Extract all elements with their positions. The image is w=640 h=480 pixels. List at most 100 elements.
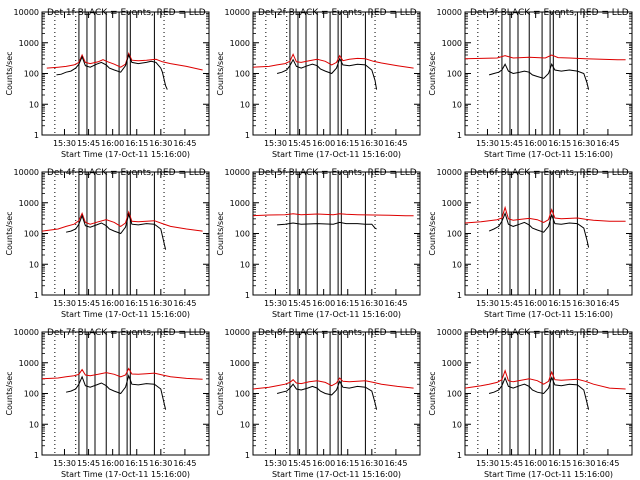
events-series-line [56, 53, 168, 90]
y-tick-label: 10000 [14, 8, 39, 17]
y-tick-label: 1000 [230, 39, 250, 48]
y-tick-label: 1 [457, 451, 462, 460]
y-tick-label: 10 [29, 100, 39, 109]
y-axis-label: Counts/sec [428, 51, 437, 95]
y-tick-label: 10 [29, 260, 39, 269]
x-axis-label: Start Time (17-Oct-11 15:16:00) [272, 310, 401, 319]
panel-title: Det 7f BLACK = Events, RED = LLD [47, 328, 206, 338]
x-tick-label: 16:30 [149, 299, 172, 308]
y-tick-label: 1000 [442, 39, 462, 48]
y-tick-label: 1000 [19, 199, 39, 208]
lld-series-line [464, 369, 626, 390]
y-tick-label: 1000 [230, 199, 250, 208]
x-tick-label: 15:45 [500, 459, 523, 468]
lld-series-line [46, 51, 203, 71]
y-tick-label: 1000 [19, 39, 39, 48]
lld-series-line [464, 54, 626, 61]
y-axis-label: Counts/sec [216, 211, 225, 255]
y-tick-label: 1 [34, 451, 39, 460]
y-tick-label: 10000 [437, 328, 462, 337]
y-tick-label: 100 [235, 230, 250, 239]
y-tick-label: 100 [235, 70, 250, 79]
y-axis-label: Counts/sec [5, 211, 14, 255]
x-tick-label: 15:45 [500, 139, 523, 148]
y-tick-label: 10000 [437, 8, 462, 17]
y-axis-label: Counts/sec [5, 371, 14, 415]
y-tick-label: 1 [245, 131, 250, 140]
y-axis-label: Counts/sec [5, 51, 14, 95]
x-tick-label: 16:45 [596, 459, 619, 468]
x-tick-label: 16:15 [336, 459, 359, 468]
detector-panel-5: Det 5f BLACK = Events, RED = LLD Counts/s… [216, 168, 421, 319]
events-series-line [277, 221, 377, 230]
lld-series-line [41, 210, 203, 232]
y-tick-label: 10000 [225, 8, 250, 17]
y-axis-label: Counts/sec [216, 371, 225, 415]
lld-series-line [252, 213, 414, 217]
x-tick-label: 15:45 [288, 459, 311, 468]
x-tick-label: 16:00 [101, 139, 124, 148]
x-tick-label: 16:15 [548, 299, 571, 308]
y-tick-label: 1 [457, 291, 462, 300]
x-tick-label: 16:30 [149, 459, 172, 468]
events-series-line [488, 211, 590, 248]
x-axis-label: Start Time (17-Oct-11 15:16:00) [484, 470, 613, 479]
x-axis-label: Start Time (17-Oct-11 15:16:00) [61, 310, 190, 319]
panel-title: Det 4f BLACK = Events, RED = LLD [47, 168, 206, 178]
y-tick-label: 10000 [437, 168, 462, 177]
events-series-line [276, 57, 378, 90]
y-tick-label: 10 [452, 260, 462, 269]
x-axis-label: Start Time (17-Oct-11 15:16:00) [61, 150, 190, 159]
x-tick-label: 16:00 [312, 459, 335, 468]
lld-series-line [252, 377, 414, 390]
x-tick-label: 15:30 [264, 139, 287, 148]
y-axis-label: Counts/sec [428, 371, 437, 415]
y-tick-label: 100 [447, 230, 462, 239]
events-series-line [65, 212, 167, 250]
events-series-line [65, 374, 167, 410]
x-tick-label: 16:45 [384, 459, 407, 468]
x-tick-label: 15:45 [77, 299, 100, 308]
plot-frame [41, 11, 210, 136]
x-tick-label: 16:45 [384, 139, 407, 148]
y-tick-label: 10000 [14, 168, 39, 177]
x-tick-label: 16:30 [572, 299, 595, 308]
x-axis-label: Start Time (17-Oct-11 15:16:00) [272, 150, 401, 159]
x-tick-label: 16:30 [360, 139, 383, 148]
detector-panel-4: Det 4f BLACK = Events, RED = LLD Counts/s… [5, 168, 210, 319]
x-tick-label: 16:15 [336, 139, 359, 148]
y-tick-label: 1 [34, 131, 39, 140]
y-axis-label: Counts/sec [428, 211, 437, 255]
x-tick-label: 16:45 [596, 139, 619, 148]
x-tick-label: 15:30 [476, 139, 499, 148]
x-tick-label: 16:15 [548, 459, 571, 468]
y-tick-label: 10 [452, 420, 462, 429]
x-axis-label: Start Time (17-Oct-11 15:16:00) [61, 470, 190, 479]
x-tick-label: 16:30 [572, 459, 595, 468]
x-tick-label: 15:30 [476, 299, 499, 308]
plot-frame [252, 171, 421, 296]
lld-series-line [41, 367, 203, 380]
y-tick-label: 1 [245, 291, 250, 300]
x-tick-label: 16:30 [572, 139, 595, 148]
y-axis-label: Counts/sec [216, 51, 225, 95]
x-tick-label: 16:30 [360, 459, 383, 468]
x-tick-label: 16:45 [596, 299, 619, 308]
x-tick-label: 16:30 [360, 299, 383, 308]
y-tick-label: 100 [447, 70, 462, 79]
x-tick-label: 16:00 [312, 299, 335, 308]
events-series-line [488, 376, 590, 410]
x-tick-label: 16:00 [524, 299, 547, 308]
x-tick-label: 15:45 [77, 459, 100, 468]
y-tick-label: 1000 [442, 359, 462, 368]
x-tick-label: 15:30 [264, 459, 287, 468]
x-tick-label: 16:15 [125, 459, 148, 468]
x-axis-label: Start Time (17-Oct-11 15:16:00) [272, 470, 401, 479]
y-tick-label: 10 [452, 100, 462, 109]
x-tick-label: 16:45 [173, 299, 196, 308]
y-tick-label: 10000 [14, 328, 39, 337]
panel-title: Det 8f BLACK = Events, RED = LLD [258, 328, 417, 338]
y-tick-label: 1 [34, 291, 39, 300]
lld-series-line [464, 205, 626, 224]
